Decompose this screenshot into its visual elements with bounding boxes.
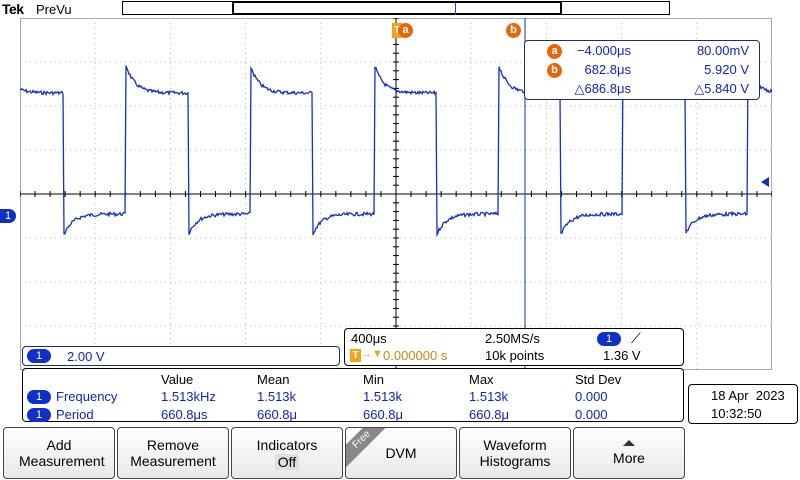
free-tag: Free [346,428,389,467]
softkey-bar: Add Measurement Remove Measurement Indic… [0,426,800,480]
dvm-label: DVM [385,445,417,461]
header-max: Max [469,372,494,387]
sample-rate-value: 2.50MS/s [485,331,540,346]
graticule-svg [20,18,772,370]
measurement-table[interactable]: Value Mean Min Max Std Dev 1 Frequency 1… [22,368,684,422]
trigger-level-marker[interactable] [761,177,769,187]
trigger-position-icon: T [350,349,361,362]
top-status-bar: Tek PreVu [0,0,800,20]
header-mean: Mean [257,372,290,387]
measurement-row-2-std: 0.000 [575,407,608,422]
trigger-position-marker[interactable]: T [392,23,402,38]
waveform-graticule[interactable] [20,18,772,370]
header-std-dev: Std Dev [575,372,622,387]
measurement-row-2-max: 660.8μ [469,407,510,422]
add-measurement-button[interactable]: Add Measurement [3,427,115,479]
horizontal-trigger-readout[interactable]: 400μs 2.50MS/s 1 ⟋ T →▼ 0.000000 s 10k p… [344,328,684,366]
brand-logo: Tek [2,1,24,17]
measurement-row-1-value: 1.513kHz [161,389,216,404]
indicators-label: Indicators [256,436,318,453]
measurement-row-2-value: 660.8μs [161,407,208,422]
cursor-a-value: 80.00mV [696,43,749,58]
indicators-button[interactable]: Indicators Off [231,427,343,479]
cursor-b-badge: b [547,63,562,78]
cursor-b-marker[interactable]: b [506,23,521,38]
record-length-value: 10k points [485,348,545,363]
measurement-row-2-mean: 660.8μ [257,407,298,422]
measurement-row-1-min: 1.513k [363,389,403,404]
waveform-histograms-button[interactable]: Waveform Histograms [459,427,571,479]
measurement-row-1-std: 0.000 [575,389,608,404]
trigger-channel-badge: 1 [597,332,621,346]
chevron-up-icon [623,440,635,446]
time-text: 10:32:50 [711,406,762,421]
trigger-position-value: 0.000000 s [383,348,448,363]
cursor-readout[interactable]: a −4.000μs 80.00mV b 682.8μs 5.920 V △68… [524,40,760,100]
remove-measurement-label: Remove Measurement [130,437,216,469]
header-value: Value [161,372,194,387]
measurement-row-1-mean: 1.513k [257,389,297,404]
measurement-row-1-channel: 1 [27,390,51,404]
cursor-a-badge: a [547,44,562,59]
more-button[interactable]: More [573,427,685,479]
measurement-row-1-max: 1.513k [469,389,509,404]
channel-1-ground-marker[interactable]: 1 [0,209,16,223]
date-time-display[interactable]: 18 Apr 2023 10:32:50 [688,384,798,424]
trigger-level-value: 1.36 V [603,348,641,363]
cursor-b-value: 5.920 V [704,62,749,77]
cursor-a-row: a −4.000μs 80.00mV [525,42,759,61]
date-text: 18 Apr 2023 [711,388,785,403]
record-view-window[interactable] [232,2,562,15]
record-view-trigger-mark [455,3,456,15]
acquisition-status: PreVu [36,2,72,17]
header-min: Min [363,372,384,387]
waveform-histograms-label: Waveform Histograms [479,437,551,469]
measurement-row-2-channel: 1 [27,408,51,422]
cursor-a-marker[interactable]: a [398,23,413,38]
more-label: More [613,450,645,466]
cursor-a-time: −4.000μs [576,43,631,58]
dvm-button[interactable]: Free DVM [345,427,457,479]
record-view-bar[interactable] [122,1,670,15]
cursor-b-time: 682.8μs [584,62,631,77]
add-measurement-label: Add Measurement [19,437,105,469]
remove-measurement-button[interactable]: Remove Measurement [117,427,229,479]
cursor-delta-row: △686.8μs △5.840 V [525,80,759,99]
measurement-row-2-name: Period [56,407,94,422]
indicators-state: Off [274,453,300,470]
cursor-b-row: b 682.8μs 5.920 V [525,61,759,80]
trigger-slope-icon: ⟋ [631,330,641,346]
cursor-delta-time: △686.8μs [574,81,631,96]
measurement-row-2-min: 660.8μ [363,407,404,422]
timebase-value: 400μs [351,331,387,346]
channel-1-scale-badge[interactable]: 1 2.00 V [22,346,340,366]
measurement-row-1-name: Frequency [56,389,118,404]
delay-arrow-icon: →▼ [361,348,383,360]
channel-1-scale: 2.00 V [67,349,105,364]
channel-1-badge: 1 [27,349,51,363]
cursor-delta-value: △5.840 V [694,81,749,96]
